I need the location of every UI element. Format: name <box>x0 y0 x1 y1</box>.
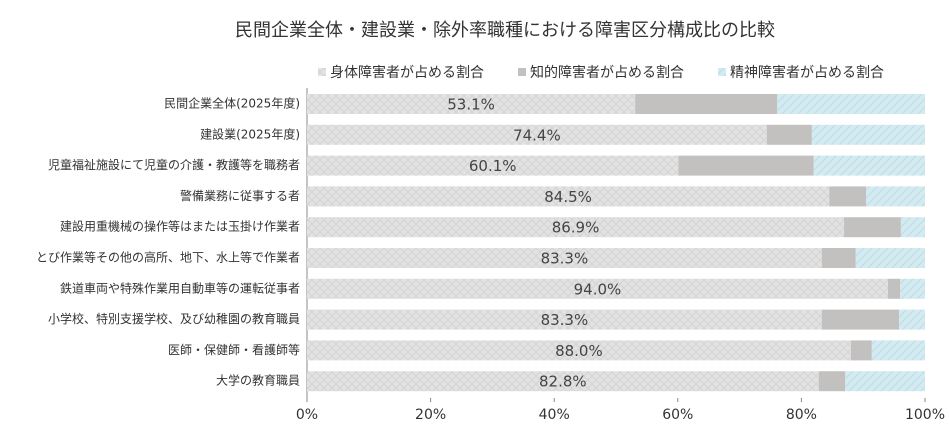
legend-label: 知的障害者が占める割合 <box>530 64 684 81</box>
bar-segment <box>307 340 851 361</box>
bar-segment <box>307 155 679 176</box>
bar-segment <box>307 278 888 299</box>
bar-segment <box>307 371 819 392</box>
chart-title: 民間企業全体・建設業・除外率職種における障害区分構成比の比較 <box>235 20 775 41</box>
value-label: 88.0% <box>555 342 603 360</box>
x-tick-label: 100% <box>905 407 945 423</box>
x-tick-label: 40% <box>539 407 570 423</box>
bar-segment <box>829 186 867 207</box>
bar-segment <box>871 340 925 361</box>
legend-swatch <box>718 68 726 76</box>
bar-segment <box>887 278 901 299</box>
y-tick-label: 児童福祉施設にて児童の介護・教護等を職務者 <box>48 157 300 172</box>
bar-segment <box>855 248 925 268</box>
bar-segment <box>845 371 925 392</box>
y-tick-label: 鉄道車両や特殊作業用自動車等の運転従事者 <box>60 280 300 295</box>
bar-segment <box>900 278 925 299</box>
value-label: 60.1% <box>469 157 517 175</box>
value-label: 83.3% <box>541 311 589 329</box>
value-label: 83.3% <box>541 250 589 268</box>
bar-segment <box>307 124 767 145</box>
bar-segment <box>900 217 925 238</box>
bar-segment <box>850 340 872 361</box>
bar-segment <box>307 186 830 207</box>
value-label: 84.5% <box>544 188 592 206</box>
value-label: 53.1% <box>447 96 495 114</box>
legend-swatch <box>318 68 326 76</box>
bar-segment <box>307 217 845 238</box>
value-label: 86.9% <box>552 219 600 237</box>
x-tick-label: 0% <box>296 407 318 423</box>
y-tick-label: 建設業(2025年度) <box>200 126 300 141</box>
y-tick-label: 建設用重機械の操作等はまたは玉掛け作業者 <box>60 219 300 234</box>
bar-segment <box>821 248 856 268</box>
x-tick-label: 60% <box>662 407 693 423</box>
bar-segment <box>811 124 925 145</box>
legend-swatch <box>518 68 526 76</box>
bar-segment <box>307 248 822 268</box>
y-tick-label: 警備業務に従事する者 <box>180 188 300 203</box>
bar-segment <box>844 217 901 238</box>
bar-segment <box>813 155 925 176</box>
bar-segment <box>635 94 778 114</box>
y-tick-label: 医師・保健師・看護師等 <box>168 342 300 357</box>
bar-segment <box>821 309 900 330</box>
bar-segment <box>766 124 812 145</box>
bar-segment <box>307 309 822 330</box>
value-label: 94.0% <box>574 280 622 298</box>
legend-label: 精神障害者が占める割合 <box>730 64 884 81</box>
x-tick-label: 80% <box>786 407 817 423</box>
x-tick-label: 20% <box>415 407 446 423</box>
y-tick-label: 大学の教育職員 <box>216 373 300 388</box>
value-label: 74.4% <box>513 126 561 144</box>
bar-segment <box>899 309 925 330</box>
bar-segment <box>307 94 636 114</box>
legend-label: 身体障害者が占める割合 <box>330 64 484 81</box>
value-label: 82.8% <box>539 373 587 391</box>
bar-segment <box>866 186 925 207</box>
y-tick-label: 小学校、特別支援学校、及び幼稚園の教育職員 <box>48 311 300 326</box>
y-tick-label: とび作業等その他の高所、地下、水上等で作業者 <box>36 250 300 265</box>
y-tick-label: 民間企業全体(2025年度) <box>164 96 300 111</box>
bar-segment <box>678 155 814 176</box>
bar-segment <box>818 371 846 392</box>
bar-segment <box>777 94 925 114</box>
